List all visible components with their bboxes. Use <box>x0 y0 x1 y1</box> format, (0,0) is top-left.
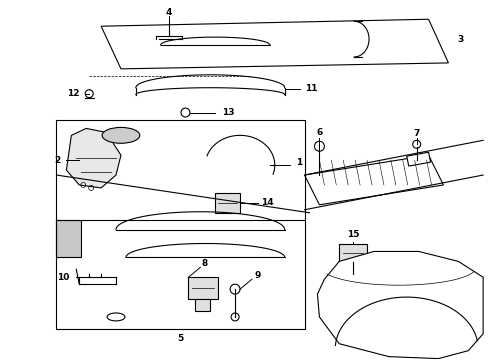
Polygon shape <box>407 152 431 166</box>
Text: 1: 1 <box>296 158 303 167</box>
Polygon shape <box>56 220 81 257</box>
Text: 4: 4 <box>166 8 172 17</box>
Text: 7: 7 <box>414 129 420 138</box>
Text: 14: 14 <box>262 198 274 207</box>
Text: 15: 15 <box>347 230 359 239</box>
Text: 5: 5 <box>177 334 184 343</box>
Ellipse shape <box>102 127 140 143</box>
Polygon shape <box>66 129 121 188</box>
Polygon shape <box>305 155 443 205</box>
Polygon shape <box>101 19 448 69</box>
Polygon shape <box>318 251 483 359</box>
Ellipse shape <box>107 313 125 321</box>
Text: 6: 6 <box>317 128 322 137</box>
Text: 8: 8 <box>201 259 207 268</box>
Polygon shape <box>339 244 367 262</box>
Text: 10: 10 <box>57 273 70 282</box>
Text: 2: 2 <box>54 156 61 165</box>
Polygon shape <box>196 299 210 311</box>
Polygon shape <box>215 193 240 213</box>
Text: 3: 3 <box>457 35 464 44</box>
Polygon shape <box>189 277 218 299</box>
Text: 13: 13 <box>222 108 234 117</box>
Text: 9: 9 <box>255 271 261 280</box>
Text: 11: 11 <box>305 84 318 93</box>
Text: 12: 12 <box>67 89 79 98</box>
